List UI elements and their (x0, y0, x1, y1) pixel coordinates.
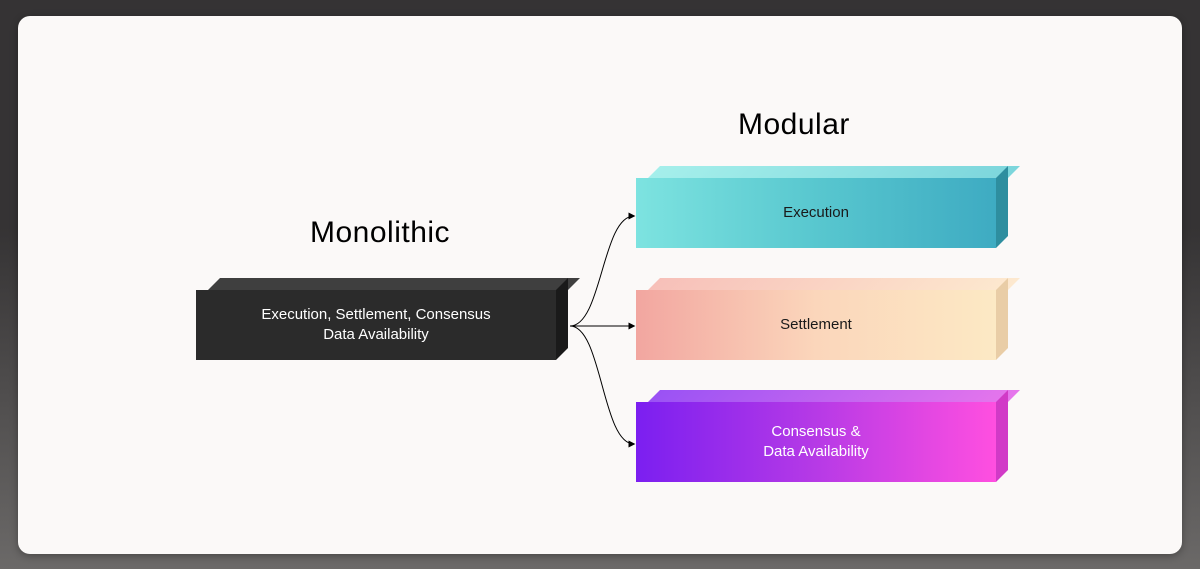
consensus-line2: Data Availability (763, 442, 869, 462)
block-front-face: Execution, Settlement, Consensus Data Av… (196, 290, 556, 360)
block-front-face: Execution (636, 178, 996, 248)
block-side-face (996, 390, 1008, 482)
block-side-face (996, 166, 1008, 248)
block-side-face (556, 278, 568, 360)
block-top-face (648, 166, 1020, 178)
modular-block-settlement: Settlement (636, 278, 1008, 360)
diagram-canvas: Monolithic Modular Execution, Settlement… (18, 16, 1182, 554)
monolithic-line2: Data Availability (323, 325, 429, 345)
modular-block-consensus: Consensus & Data Availability (636, 390, 1008, 482)
monolithic-block: Execution, Settlement, Consensus Data Av… (196, 278, 568, 360)
block-front-face: Consensus & Data Availability (636, 402, 996, 482)
block-front-face: Settlement (636, 290, 996, 360)
execution-line1: Execution (783, 203, 849, 223)
block-side-face (996, 278, 1008, 360)
block-top-face (208, 278, 580, 290)
monolithic-title: Monolithic (310, 216, 450, 250)
block-top-face (648, 390, 1020, 402)
block-top-face (648, 278, 1020, 290)
consensus-line1: Consensus & (771, 422, 860, 442)
settlement-line1: Settlement (780, 315, 852, 335)
modular-title: Modular (738, 108, 850, 142)
monolithic-line1: Execution, Settlement, Consensus (261, 305, 490, 325)
modular-block-execution: Execution (636, 166, 1008, 248)
